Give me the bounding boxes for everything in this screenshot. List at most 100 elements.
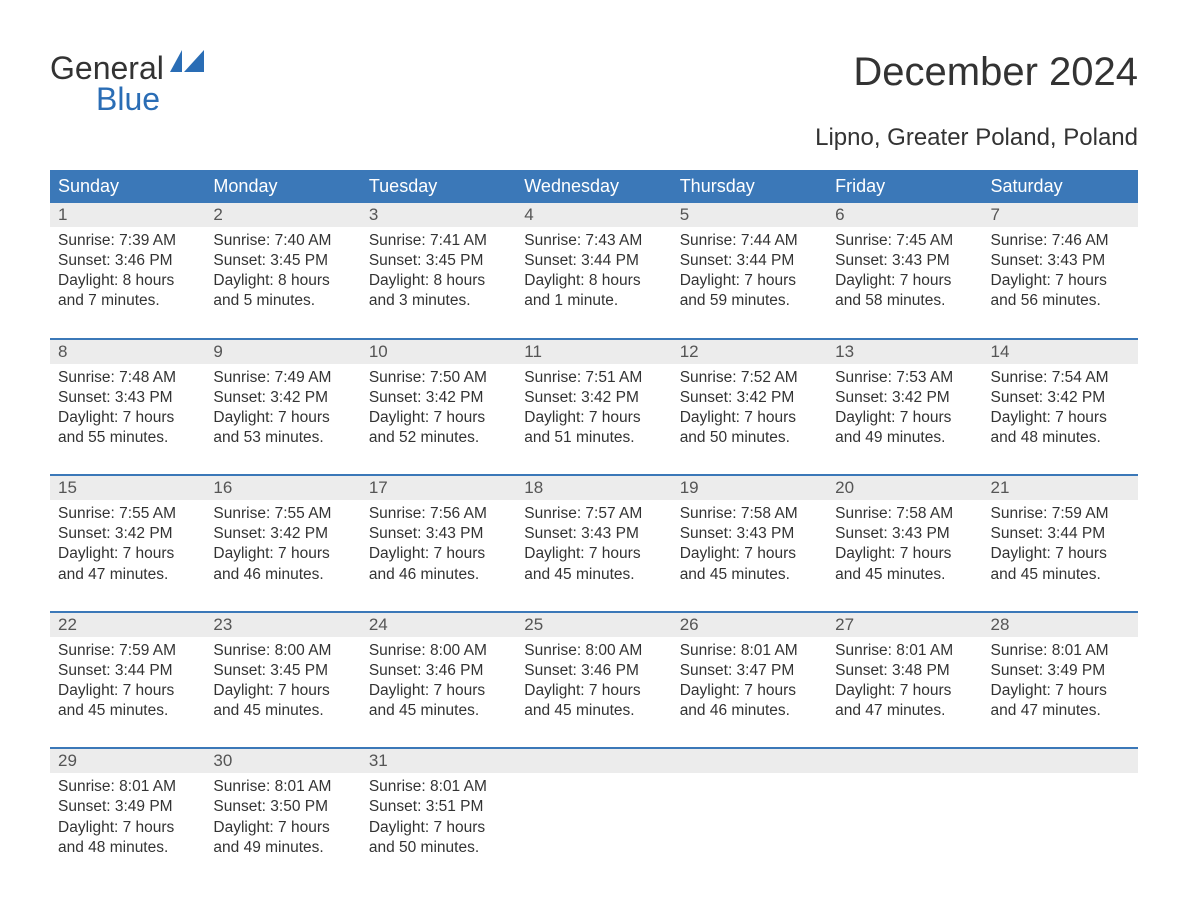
day-cell xyxy=(827,773,982,884)
day-cell: Sunrise: 7:40 AMSunset: 3:45 PMDaylight:… xyxy=(205,227,360,339)
sunrise: Sunrise: 8:01 AM xyxy=(58,777,197,797)
day-cell: Sunrise: 7:51 AMSunset: 3:42 PMDaylight:… xyxy=(516,364,671,476)
daylight2: and 45 minutes. xyxy=(524,565,663,585)
day-number: 10 xyxy=(361,340,516,364)
day-number: 13 xyxy=(827,340,982,364)
daylight: Daylight: 8 hours xyxy=(58,271,197,291)
sunrise: Sunrise: 7:39 AM xyxy=(58,231,197,251)
day-cell: Sunrise: 8:00 AMSunset: 3:45 PMDaylight:… xyxy=(205,637,360,749)
daylight: Daylight: 8 hours xyxy=(369,271,508,291)
sunrise: Sunrise: 7:50 AM xyxy=(369,368,508,388)
day-number: 27 xyxy=(827,613,982,637)
daylight2: and 50 minutes. xyxy=(680,428,819,448)
daylight2: and 7 minutes. xyxy=(58,291,197,311)
sunset: Sunset: 3:44 PM xyxy=(524,251,663,271)
sunrise: Sunrise: 7:45 AM xyxy=(835,231,974,251)
sunset: Sunset: 3:45 PM xyxy=(213,661,352,681)
week-daynums: 22 23 24 25 26 27 28 xyxy=(50,613,1138,637)
day-number: 25 xyxy=(516,613,671,637)
day-cell: Sunrise: 8:01 AMSunset: 3:49 PMDaylight:… xyxy=(983,637,1138,749)
sunset: Sunset: 3:48 PM xyxy=(835,661,974,681)
day-number: 14 xyxy=(983,340,1138,364)
daylight: Daylight: 7 hours xyxy=(213,681,352,701)
sunset: Sunset: 3:42 PM xyxy=(524,388,663,408)
day-number: 4 xyxy=(516,203,671,227)
day-cell: Sunrise: 7:39 AMSunset: 3:46 PMDaylight:… xyxy=(50,227,205,339)
sunrise: Sunrise: 7:49 AM xyxy=(213,368,352,388)
daylight: Daylight: 7 hours xyxy=(58,681,197,701)
day-number xyxy=(983,749,1138,773)
daylight: Daylight: 7 hours xyxy=(213,408,352,428)
daylight2: and 45 minutes. xyxy=(680,565,819,585)
daylight: Daylight: 7 hours xyxy=(213,544,352,564)
daylight2: and 45 minutes. xyxy=(369,701,508,721)
daylight2: and 45 minutes. xyxy=(58,701,197,721)
sunrise: Sunrise: 8:01 AM xyxy=(213,777,352,797)
sunrise: Sunrise: 8:00 AM xyxy=(213,641,352,661)
day-number: 18 xyxy=(516,476,671,500)
sunset: Sunset: 3:42 PM xyxy=(991,388,1130,408)
sunrise: Sunrise: 8:01 AM xyxy=(991,641,1130,661)
sunset: Sunset: 3:43 PM xyxy=(58,388,197,408)
day-cell: Sunrise: 8:00 AMSunset: 3:46 PMDaylight:… xyxy=(361,637,516,749)
calendar-table: Sunday Monday Tuesday Wednesday Thursday… xyxy=(50,170,1138,884)
dow-wednesday: Wednesday xyxy=(516,170,671,203)
sunset: Sunset: 3:43 PM xyxy=(991,251,1130,271)
daylight2: and 47 minutes. xyxy=(58,565,197,585)
day-number: 17 xyxy=(361,476,516,500)
daylight2: and 49 minutes. xyxy=(213,838,352,858)
daylight2: and 51 minutes. xyxy=(524,428,663,448)
header: General Blue December 2024 xyxy=(50,50,1138,118)
sunrise: Sunrise: 7:57 AM xyxy=(524,504,663,524)
sunset: Sunset: 3:43 PM xyxy=(680,524,819,544)
day-number: 21 xyxy=(983,476,1138,500)
day-cell: Sunrise: 7:50 AMSunset: 3:42 PMDaylight:… xyxy=(361,364,516,476)
logo: General Blue xyxy=(50,50,204,118)
day-cell: Sunrise: 8:01 AMSunset: 3:51 PMDaylight:… xyxy=(361,773,516,884)
day-cell: Sunrise: 7:57 AMSunset: 3:43 PMDaylight:… xyxy=(516,500,671,612)
daylight: Daylight: 7 hours xyxy=(680,408,819,428)
daylight2: and 47 minutes. xyxy=(835,701,974,721)
day-number: 7 xyxy=(983,203,1138,227)
week-content: Sunrise: 7:55 AMSunset: 3:42 PMDaylight:… xyxy=(50,500,1138,612)
sunset: Sunset: 3:45 PM xyxy=(369,251,508,271)
sunset: Sunset: 3:44 PM xyxy=(991,524,1130,544)
day-number: 11 xyxy=(516,340,671,364)
day-cell: Sunrise: 7:53 AMSunset: 3:42 PMDaylight:… xyxy=(827,364,982,476)
daylight: Daylight: 8 hours xyxy=(213,271,352,291)
dow-thursday: Thursday xyxy=(672,170,827,203)
daylight2: and 58 minutes. xyxy=(835,291,974,311)
day-cell: Sunrise: 7:55 AMSunset: 3:42 PMDaylight:… xyxy=(50,500,205,612)
day-cell xyxy=(516,773,671,884)
day-number: 9 xyxy=(205,340,360,364)
week-daynums: 15 16 17 18 19 20 21 xyxy=(50,476,1138,500)
day-cell xyxy=(983,773,1138,884)
day-cell: Sunrise: 7:58 AMSunset: 3:43 PMDaylight:… xyxy=(827,500,982,612)
day-number: 30 xyxy=(205,749,360,773)
sunset: Sunset: 3:44 PM xyxy=(680,251,819,271)
sunset: Sunset: 3:51 PM xyxy=(369,797,508,817)
day-number: 3 xyxy=(361,203,516,227)
sunrise: Sunrise: 7:51 AM xyxy=(524,368,663,388)
sunset: Sunset: 3:42 PM xyxy=(835,388,974,408)
daylight2: and 5 minutes. xyxy=(213,291,352,311)
sunrise: Sunrise: 8:00 AM xyxy=(524,641,663,661)
sunrise: Sunrise: 7:52 AM xyxy=(680,368,819,388)
day-number: 16 xyxy=(205,476,360,500)
sunrise: Sunrise: 7:54 AM xyxy=(991,368,1130,388)
sunset: Sunset: 3:42 PM xyxy=(213,388,352,408)
daylight: Daylight: 7 hours xyxy=(369,544,508,564)
day-of-week-header: Sunday Monday Tuesday Wednesday Thursday… xyxy=(50,170,1138,203)
sunrise: Sunrise: 7:53 AM xyxy=(835,368,974,388)
sunrise: Sunrise: 7:56 AM xyxy=(369,504,508,524)
sunset: Sunset: 3:50 PM xyxy=(213,797,352,817)
dow-saturday: Saturday xyxy=(983,170,1138,203)
sunset: Sunset: 3:47 PM xyxy=(680,661,819,681)
daylight: Daylight: 7 hours xyxy=(524,681,663,701)
daylight2: and 45 minutes. xyxy=(991,565,1130,585)
day-number: 2 xyxy=(205,203,360,227)
daylight: Daylight: 7 hours xyxy=(991,544,1130,564)
day-number: 31 xyxy=(361,749,516,773)
day-number: 6 xyxy=(827,203,982,227)
daylight2: and 45 minutes. xyxy=(524,701,663,721)
